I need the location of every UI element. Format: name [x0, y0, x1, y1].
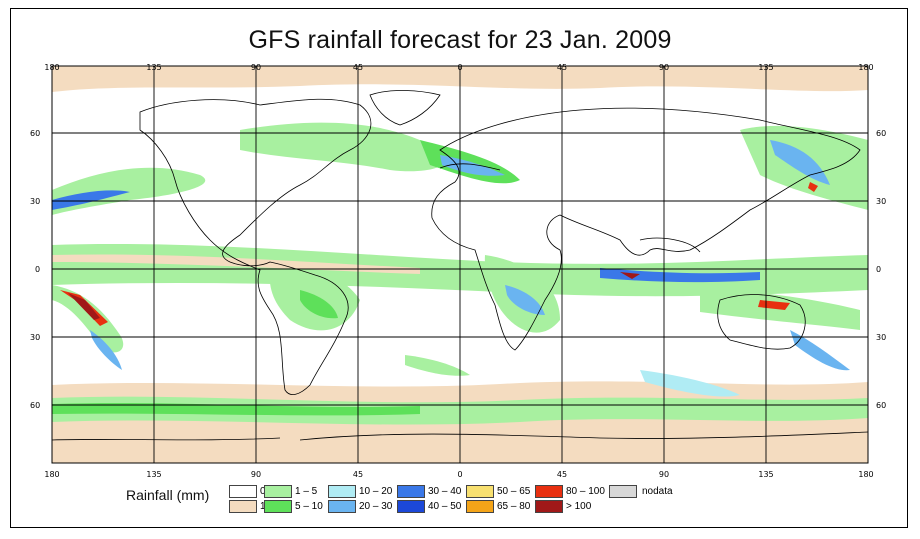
lon-tick-top: 0	[457, 63, 462, 72]
figure-frame	[10, 8, 908, 528]
lat-tick-left: 30	[30, 333, 40, 342]
lon-tick-top: 45	[557, 63, 567, 72]
lon-tick-bottom: 135	[758, 470, 773, 479]
lon-tick-top: 45	[353, 63, 363, 72]
top-longitude-axis: 180 135 90 45 0 45 90 135 180	[44, 63, 873, 72]
map-title: GFS rainfall forecast for 23 Jan. 2009	[248, 26, 672, 54]
lon-tick-bottom: 0	[457, 470, 462, 479]
lon-tick-bottom: 90	[251, 470, 261, 479]
lat-tick-right: 60	[876, 401, 886, 410]
lon-tick-bottom: 45	[557, 470, 567, 479]
lat-tick-right: 30	[876, 197, 886, 206]
map-border	[51, 65, 869, 464]
lon-tick-top: 135	[146, 63, 161, 72]
lon-tick-top: 135	[758, 63, 773, 72]
lon-tick-bottom: 180	[858, 470, 873, 479]
lat-tick-left: 0	[35, 265, 40, 274]
lat-tick-right: 60	[876, 129, 886, 138]
lat-tick-left: 60	[30, 401, 40, 410]
coastlines	[52, 90, 868, 441]
lat-tick-right: 30	[876, 333, 886, 342]
left-latitude-axis: 60 30 0 30 60	[30, 129, 40, 410]
bottom-longitude-axis: 180 135 90 45 0 45 90 135 180	[44, 470, 873, 479]
lon-tick-top: 90	[251, 63, 261, 72]
lon-tick-top: 90	[659, 63, 669, 72]
lon-tick-top: 180	[858, 63, 873, 72]
lon-tick-top: 180	[44, 63, 59, 72]
lon-tick-bottom: 45	[353, 470, 363, 479]
lat-tick-left: 60	[30, 129, 40, 138]
lon-tick-bottom: 135	[146, 470, 161, 479]
graticule	[52, 66, 868, 463]
lon-tick-bottom: 180	[44, 470, 59, 479]
lat-tick-right: 0	[876, 265, 881, 274]
lat-tick-left: 30	[30, 197, 40, 206]
lon-tick-bottom: 90	[659, 470, 669, 479]
right-latitude-axis: 60 30 0 30 60	[876, 129, 886, 410]
